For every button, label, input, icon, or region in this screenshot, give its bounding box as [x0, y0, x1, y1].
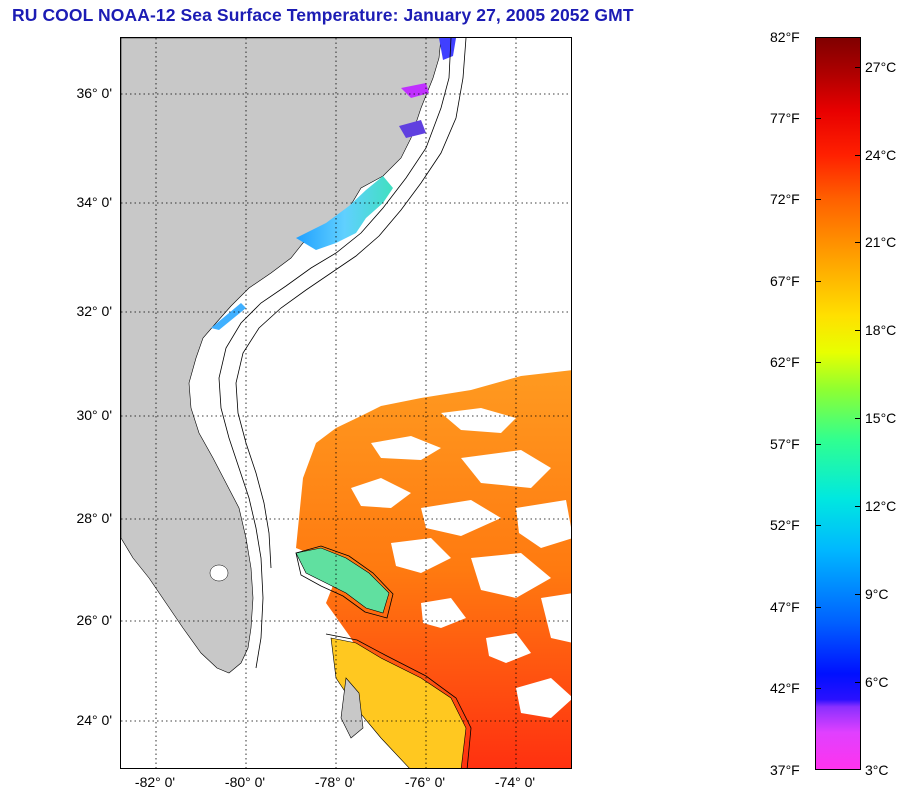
lat-label: 34° 0' — [76, 194, 112, 210]
cloud-patches — [351, 408, 571, 718]
lon-label: -78° 0' — [314, 774, 356, 790]
colorbar-tick — [815, 281, 821, 282]
fahrenheit-label: 82°F — [770, 29, 800, 45]
fahrenheit-label: 67°F — [770, 273, 800, 289]
fahrenheit-label: 37°F — [770, 762, 800, 778]
colorbar-tick — [855, 330, 861, 331]
colorbar-tick — [855, 155, 861, 156]
colorbar-tick — [855, 594, 861, 595]
little-bahama-bank — [295, 547, 390, 614]
isobath-contours — [218, 38, 472, 768]
celsius-label: 9°C — [865, 586, 889, 602]
lon-label: -74° 0' — [494, 774, 536, 790]
lat-label: 30° 0' — [76, 407, 112, 423]
colorbar-tick — [855, 242, 861, 243]
colorbar-tick — [815, 118, 821, 119]
lat-label: 24° 0' — [76, 712, 112, 728]
fahrenheit-label: 47°F — [770, 599, 800, 615]
lon-label: -80° 0' — [224, 774, 266, 790]
celsius-label: 12°C — [865, 498, 897, 514]
andros-island — [340, 677, 364, 739]
fahrenheit-label: 72°F — [770, 191, 800, 207]
colorbar-tick — [815, 199, 821, 200]
colorbar-tick — [815, 688, 821, 689]
colorbar-tick — [855, 67, 861, 68]
colorbar-tick — [855, 418, 861, 419]
land-mainland — [121, 38, 442, 674]
lat-label: 36° 0' — [76, 85, 112, 101]
celsius-label: 6°C — [865, 674, 889, 690]
map-grid — [121, 38, 571, 768]
sst-map — [120, 37, 572, 769]
cool-streak — [211, 303, 246, 330]
lat-label: 28° 0' — [76, 510, 112, 526]
celsius-label: 27°C — [865, 59, 897, 75]
temperature-colorbar — [815, 37, 861, 770]
sst-map-canvas — [121, 38, 571, 768]
colorbar-tick — [855, 506, 861, 507]
fahrenheit-label: 77°F — [770, 110, 800, 126]
lon-label: -76° 0' — [404, 774, 446, 790]
colorbar-tick — [815, 607, 821, 608]
map-title: RU COOL NOAA-12 Sea Surface Temperature:… — [12, 5, 634, 25]
lake-okeechobee — [209, 564, 229, 582]
cold-sound-water-3 — [399, 120, 426, 138]
cool-shelf-water — [296, 176, 393, 250]
lat-label: 26° 0' — [76, 612, 112, 628]
colorbar-tick — [855, 682, 861, 683]
lat-label: 32° 0' — [76, 303, 112, 319]
colorbar-tick — [815, 444, 821, 445]
fahrenheit-label: 62°F — [770, 354, 800, 370]
colorbar-tick — [815, 525, 821, 526]
celsius-label: 18°C — [865, 322, 897, 338]
celsius-label: 24°C — [865, 147, 897, 163]
colorbar-tick — [815, 362, 821, 363]
lon-label: -82° 0' — [134, 774, 176, 790]
fahrenheit-label: 52°F — [770, 517, 800, 533]
cold-sound-water — [439, 38, 456, 60]
celsius-label: 15°C — [865, 410, 897, 426]
celsius-label: 21°C — [865, 234, 897, 250]
celsius-label: 3°C — [865, 762, 889, 778]
fahrenheit-label: 42°F — [770, 680, 800, 696]
fahrenheit-label: 57°F — [770, 436, 800, 452]
cold-sound-water-2 — [401, 83, 429, 98]
